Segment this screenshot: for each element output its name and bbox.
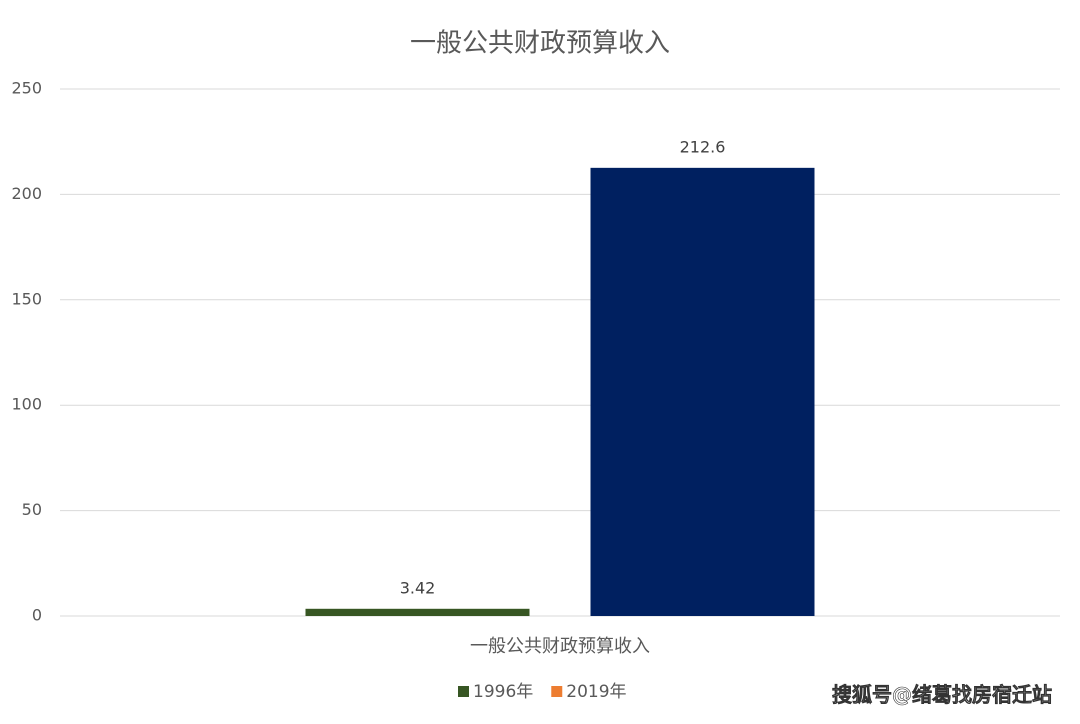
data-label: 212.6 [680,137,726,156]
y-tick-label: 50 [22,500,42,519]
x-tick-label: 一般公共财政预算收入 [470,636,650,657]
data-label: 3.42 [400,578,436,597]
watermark: 搜狐号@绪葛找房宿迁站 [832,683,1052,707]
legend-label: 1996年 [473,682,533,702]
legend-swatch [551,686,563,697]
bar [590,167,815,616]
y-tick-label: 100 [11,395,42,414]
y-tick-label: 200 [11,184,42,203]
chart-title: 一般公共财政预算收入 [410,29,670,59]
legend-swatch [458,686,469,697]
legend-label: 2019年 [566,682,626,702]
y-tick-label: 0 [32,606,42,625]
bar [305,608,530,616]
y-tick-label: 150 [11,289,42,308]
y-tick-label: 250 [11,79,42,98]
